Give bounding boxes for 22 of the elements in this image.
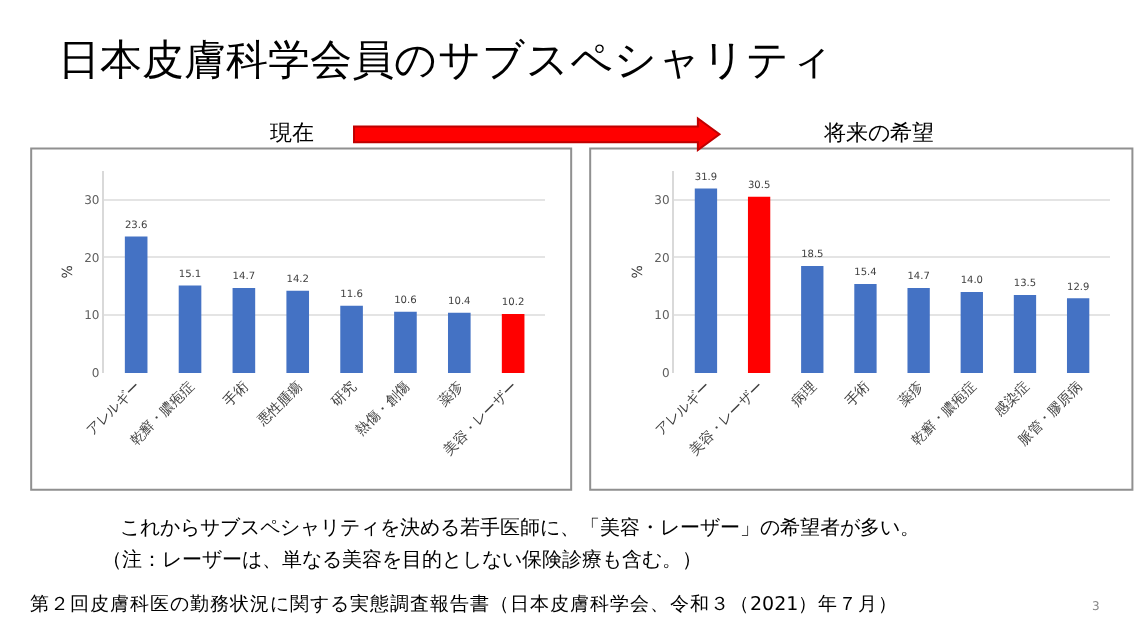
bar bbox=[124, 236, 148, 373]
bar bbox=[801, 265, 824, 373]
bar bbox=[178, 285, 202, 373]
chart-title: 現在 bbox=[270, 120, 314, 146]
text: これからサブスペシャリティを決める若手医師に、「美容・レーザー」の希望者が多い。 bbox=[120, 516, 920, 540]
bar bbox=[1013, 294, 1037, 373]
bar bbox=[694, 188, 718, 373]
bar bbox=[501, 313, 525, 373]
bar bbox=[854, 283, 877, 373]
bar bbox=[340, 305, 363, 373]
bar bbox=[394, 311, 417, 373]
bar bbox=[286, 290, 310, 373]
bar bbox=[1066, 298, 1090, 373]
text: 第２回皮膚科医の勤務状況に関する実態調査報告書（日本皮膚科学会、令和３（2021）年７月） bbox=[30, 592, 899, 616]
text: 日本皮膚科学会員のサブスペシャリティ bbox=[58, 36, 834, 84]
bar bbox=[960, 291, 983, 373]
text: （注：レーザーは、単なる美容を目的としない保険診療も含む。） bbox=[102, 548, 702, 572]
bar bbox=[447, 312, 471, 373]
bar bbox=[907, 287, 930, 373]
chart-title: 将来の希望 bbox=[822, 120, 934, 146]
bar bbox=[232, 287, 256, 373]
bar bbox=[747, 196, 771, 373]
